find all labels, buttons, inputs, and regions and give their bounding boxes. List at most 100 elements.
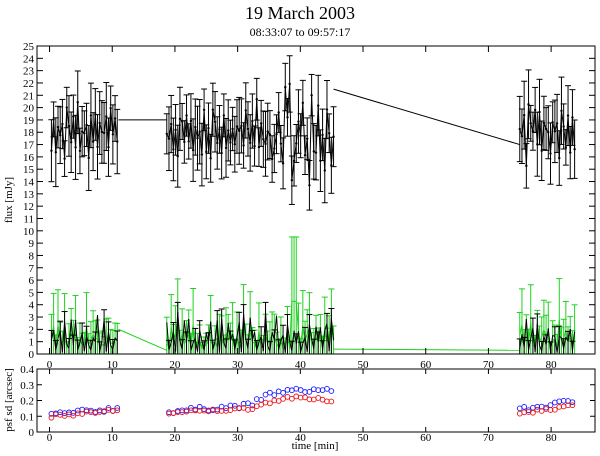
- flux-series-line: [218, 129, 223, 154]
- flux-series-line: [210, 109, 214, 159]
- low-series-line: [313, 326, 317, 350]
- flux-series-line: [569, 117, 573, 153]
- low-series-line: [247, 317, 251, 350]
- flux-series-line: [317, 105, 321, 161]
- flux-series-line: [107, 108, 112, 148]
- flux-series-line: [541, 122, 545, 151]
- flux-y-tick-label: 9: [29, 238, 35, 250]
- flux-series-line: [282, 87, 286, 164]
- flux-series-line: [234, 126, 238, 145]
- low-series-line: [77, 342, 81, 351]
- flux-y-axis-label: flux [mJy]: [3, 177, 15, 223]
- flux-series-line: [295, 121, 299, 144]
- low-series-line: [560, 337, 565, 349]
- low-series-line: [70, 319, 74, 345]
- flux-series-line: [168, 123, 172, 139]
- flux-y-tick-label: 10: [23, 226, 35, 238]
- psf-point-b: [114, 407, 121, 414]
- psf-point-b: [328, 398, 335, 405]
- low-series-line: [205, 332, 209, 343]
- low-series-line: [81, 332, 85, 352]
- psf-point-a: [231, 402, 238, 409]
- flux-series-line: [190, 120, 194, 151]
- flux-series-line: [50, 119, 55, 151]
- flux-series-line: [245, 110, 249, 129]
- low-series-line: [229, 334, 234, 342]
- green-series-line: [519, 324, 523, 336]
- psf-point-a: [245, 400, 251, 407]
- flux-series-line: [221, 115, 225, 154]
- flux-series-line: [532, 109, 536, 132]
- psf-x-tick-label: 80: [546, 432, 558, 444]
- psf-point-a: [271, 392, 278, 398]
- flux-series-line: [319, 134, 324, 161]
- low-series-line: [214, 320, 218, 341]
- low-series-line: [304, 337, 308, 352]
- flux-series-line: [276, 112, 280, 135]
- psf-plot-frame: [36, 368, 596, 433]
- low-series-line: [295, 331, 299, 344]
- low-series-line: [534, 323, 538, 353]
- flux-y-tick-label: 21: [23, 90, 34, 102]
- flux-y-tick-label: 0: [29, 349, 35, 361]
- psf-x-tick-label: 20: [169, 432, 181, 444]
- psf-point-a: [328, 388, 335, 394]
- low-series-line: [300, 343, 304, 353]
- flux-series-line: [311, 95, 315, 152]
- flux-series-line: [227, 130, 231, 143]
- low-series-line: [539, 345, 543, 352]
- low-series-line: [265, 312, 269, 347]
- flux-series-line: [105, 116, 109, 148]
- flux-series-line: [560, 110, 565, 127]
- psf-x-tick-label: 70: [483, 432, 495, 444]
- low-series-line: [183, 320, 188, 342]
- psf-x-tick-label: 40: [295, 432, 307, 444]
- flux-series-line: [302, 102, 306, 156]
- flux-series-line: [181, 121, 185, 142]
- psf-y-axis-label: psf sd [arcsec]: [3, 368, 15, 432]
- flux-y-tick-label: 19: [23, 115, 35, 127]
- psf-y-tick-label: 0.4: [20, 364, 34, 376]
- flux-series-line: [267, 131, 271, 135]
- low-series-line: [234, 337, 238, 350]
- flux-x-tick-label: 60: [420, 359, 432, 371]
- low-series-line: [227, 323, 231, 341]
- low-series-line: [61, 321, 66, 353]
- flux-series-line: [223, 115, 227, 148]
- flux-y-tick-label: 15: [23, 164, 35, 176]
- flux-y-tick-label: 7: [29, 263, 35, 275]
- low-series-line: [249, 317, 253, 341]
- flux-series-line: [249, 120, 253, 143]
- low-series-line: [201, 340, 205, 351]
- flux-series-line: [534, 109, 538, 145]
- low-series-line: [302, 337, 306, 344]
- low-series-line: [523, 319, 527, 348]
- psf-plot: 0 0.1 0.2 0.3 0.4 0 10 20 30 40 50 60 70 80 psf sd [a…: [3, 364, 596, 452]
- flux-y-tick-label: 5: [29, 287, 35, 299]
- flux-series-line: [92, 114, 96, 142]
- low-series-line: [311, 338, 315, 350]
- low-series-line: [525, 319, 530, 351]
- psf-point-b: [70, 412, 77, 419]
- low-series-line: [251, 332, 256, 341]
- low-series-line: [319, 327, 324, 351]
- flux-series-line: [260, 123, 264, 140]
- psf-point-a: [521, 404, 528, 410]
- low-series-line: [101, 319, 105, 342]
- flux-series-line: [53, 119, 57, 153]
- flux-series-line: [273, 134, 277, 149]
- flux-series-line: [57, 126, 61, 136]
- psf-point-b: [79, 411, 85, 417]
- flux-series-line: [278, 112, 282, 144]
- low-series-line: [216, 320, 220, 353]
- flux-series-line: [521, 115, 525, 137]
- flux-plot-axes: 0123456789101112131415161718192021222324…: [23, 41, 595, 371]
- flux-y-tick-label: 25: [23, 41, 35, 53]
- psf-y-tick-label: 0: [29, 427, 35, 439]
- low-series-line: [99, 341, 103, 352]
- flux-series-line: [563, 126, 567, 148]
- flux-series-line: [188, 120, 192, 142]
- psf-point-b: [267, 400, 273, 407]
- flux-series-line: [112, 118, 116, 135]
